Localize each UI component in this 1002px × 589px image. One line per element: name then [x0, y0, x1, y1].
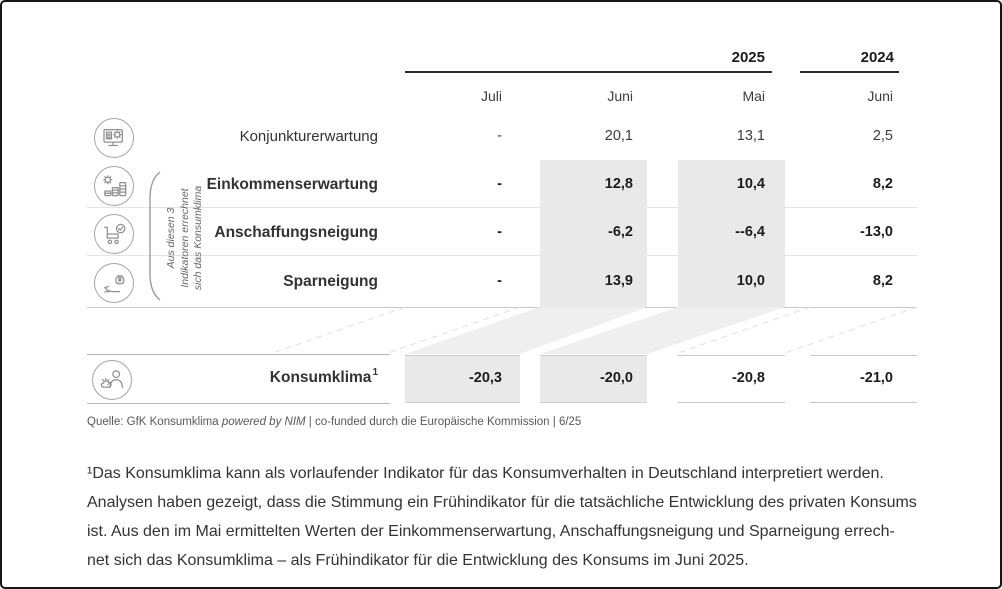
value-cell: 13,9 [604, 273, 633, 289]
row-label-konsumklima: Konsumklima1 [152, 367, 378, 388]
summary-value-cell: -20,0 [599, 370, 633, 386]
source-powered-by: powered by NIM [221, 416, 306, 428]
column-header-juni: Juni [607, 88, 633, 104]
value-cell: 8,2 [872, 176, 893, 192]
highlight-column-mai-2025 [678, 160, 785, 307]
summary-value-cell: -20,3 [468, 370, 502, 386]
purchase-propensity-icon [94, 214, 134, 254]
flow-band-juni-to-juli [405, 307, 647, 354]
summary-box-juli [405, 355, 520, 403]
value-cell: 12,8 [604, 176, 633, 192]
footnote-marker: 1 [372, 367, 378, 378]
row-label-sparneigung: Sparneigung [283, 273, 378, 290]
row-label-konjunkturerwartung: Konjunkturerwartung [239, 128, 378, 145]
indicator-block-bottom-rule [87, 307, 917, 308]
value-cell: 2,5 [872, 128, 893, 144]
source-suffix: | co-funded durch die Europäische Kommis… [305, 416, 582, 428]
value-cell: --6,4 [735, 224, 765, 240]
row-separator [87, 207, 917, 208]
column-header-mai: Mai [742, 88, 765, 104]
summary-box-juni [540, 355, 647, 403]
row-separator [87, 255, 917, 256]
summary-value-cell: -21,0 [859, 370, 893, 386]
value-cell: - [497, 224, 502, 240]
column-group-2025: 2025 [731, 49, 765, 66]
column-header-juni-2024: Juni [867, 88, 893, 104]
column-group-2024: 2024 [860, 49, 894, 66]
dashed-flow-guides [269, 306, 918, 355]
row-label-einkommenserwartung: Einkommenserwartung [206, 176, 378, 193]
column-group-underline-2024 [800, 71, 899, 73]
column-header-juli: Juli [480, 88, 502, 104]
consumer-climate-icon [92, 360, 132, 400]
income-expectation-icon [94, 166, 134, 206]
value-cell: 13,1 [736, 128, 765, 144]
value-cell: - [497, 128, 502, 144]
source-line: Quelle: GfK Konsumklima powered by NIM |… [87, 416, 581, 428]
saving-propensity-icon [94, 263, 134, 303]
value-cell: 8,2 [872, 273, 893, 289]
highlight-column-juni-2025 [540, 160, 647, 307]
value-cell: 20,1 [604, 128, 633, 144]
summary-box-mai [678, 355, 785, 403]
value-cell: - [497, 273, 502, 289]
value-cell: 10,4 [736, 176, 765, 192]
brace-bracket [149, 171, 161, 301]
business-cycle-expectation-icon [94, 118, 134, 158]
summary-box-juni-2024 [810, 355, 917, 403]
footnote-paragraph: ¹Das Konsumklima kann als vorlaufender I… [87, 465, 917, 569]
column-group-underline-2025 [405, 71, 772, 73]
value-cell: 10,0 [736, 273, 765, 289]
summary-value-cell: -20,8 [731, 370, 765, 386]
value-cell: - [497, 176, 502, 192]
value-cell: -6,2 [608, 224, 633, 240]
source-prefix: Quelle: GfK Konsumklima [87, 416, 222, 428]
konsumklima-label-text: Konsumklima [269, 369, 372, 387]
row-label-anschaffungsneigung: Anschaffungsneigung [214, 224, 378, 241]
summary-row-top-rule [87, 354, 390, 355]
value-cell: -13,0 [859, 224, 893, 240]
summary-row-bottom-rule [87, 403, 390, 404]
flow-band-mai-to-juni [540, 307, 785, 354]
